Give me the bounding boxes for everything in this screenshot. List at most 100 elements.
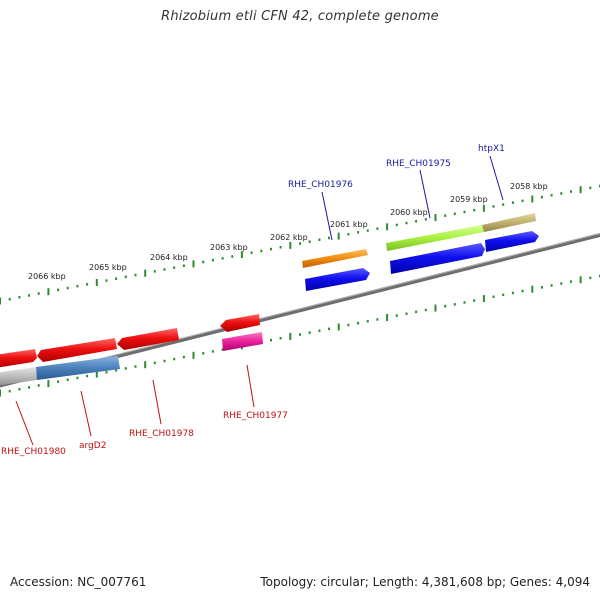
outer-track-major-tick [95, 279, 98, 286]
outer-track-minor-tick [37, 292, 40, 295]
gene-rhe-ch01976-arrow[interactable] [305, 268, 370, 291]
outer-track-minor-tick [76, 284, 79, 288]
outer-track-minor-tick [492, 205, 495, 208]
outer-track-minor-tick [86, 283, 89, 286]
gene-rhe-ch01976-feature[interactable] [302, 249, 368, 268]
gene-rhe-ch01975-arrow[interactable] [390, 243, 485, 274]
kbp-labels: 2066 kbp 2065 kbp 2064 kbp 2063 kbp 2062… [28, 182, 548, 281]
kbp-label-2059: 2059 kbp [450, 195, 488, 204]
gene-rhe-ch01980-arrow[interactable] [0, 349, 37, 368]
gene-label-rhe-ch01976[interactable]: RHE_CH01976 [288, 180, 353, 190]
inner-track-minor-tick [18, 388, 21, 391]
inner-track-minor-tick [211, 350, 214, 353]
outer-track-minor-tick [570, 190, 572, 193]
inner-track-minor-tick [473, 299, 476, 302]
leader-rhe-ch01980 [15, 400, 34, 446]
gene-rhe-ch01977-feature[interactable] [222, 332, 263, 351]
outer-track-minor-tick [279, 246, 282, 249]
label-leader-lines [15, 155, 504, 446]
inner-track-minor-tick [28, 386, 30, 389]
outer-track-minor-tick [502, 203, 505, 206]
outer-track-minor-tick [202, 260, 205, 264]
leader-rhe-ch01976 [321, 191, 333, 241]
outer-track-major-tick [386, 223, 389, 231]
gene-rhe-ch01980-feature[interactable] [0, 367, 37, 386]
outer-track-major-tick [482, 204, 485, 212]
inner-track-minor-tick [202, 352, 205, 355]
inner-track-major-tick [434, 304, 437, 312]
outer-track-minor-tick [328, 236, 330, 240]
gene-label-rhe-ch01978[interactable]: RHE_CH01978 [129, 429, 194, 439]
inner-track-minor-tick [308, 331, 311, 334]
inner-track-major-tick [337, 323, 340, 331]
inner-track-minor-tick [357, 321, 360, 325]
outer-track-minor-tick [115, 277, 118, 280]
outer-track-minor-tick [395, 223, 398, 227]
outer-track-minor-tick [405, 221, 408, 225]
inner-track-minor-tick [570, 280, 572, 283]
inner-track-minor-tick [37, 384, 40, 387]
gene-htpx1-arrow[interactable] [485, 231, 539, 252]
gene-labels: htpX1 RHE_CH01975 RHE_CH01976 RHE_CH0197… [1, 144, 505, 457]
outer-track-major-tick [192, 260, 195, 268]
outer-track-major-tick [144, 269, 147, 277]
genome-stats-text: Topology: circular; Length: 4,381,608 bp… [260, 575, 590, 589]
outer-track-minor-tick [473, 208, 476, 212]
outer-track-minor-tick [299, 242, 301, 245]
gene-label-rhe-ch01977[interactable]: RHE_CH01977 [223, 411, 288, 421]
outer-track-minor-tick [366, 229, 369, 232]
gene-htpx1-feature[interactable] [482, 213, 536, 232]
gene-rhe-ch01978-arrow[interactable] [117, 328, 179, 350]
inner-track-minor-tick [492, 295, 495, 298]
outer-track-minor-tick [415, 220, 418, 223]
outer-track-minor-tick [444, 214, 447, 217]
inner-track-major-tick [144, 361, 147, 369]
gene-argd2-feature[interactable] [36, 356, 120, 380]
kbp-label-2061: 2061 kbp [330, 220, 368, 229]
inner-track-minor-tick [424, 308, 427, 312]
gene-argd2-arrow[interactable] [37, 338, 117, 362]
inner-track-minor-tick [405, 312, 408, 315]
outer-track-minor-tick [153, 270, 156, 273]
kbp-label-2062: 2062 kbp [270, 233, 308, 242]
kbp-label-2066: 2066 kbp [28, 272, 66, 281]
kbp-label-2058: 2058 kbp [510, 182, 548, 191]
outer-track-minor-tick [57, 288, 60, 292]
reverse-strand-genes [0, 314, 263, 386]
gene-label-rhe-ch01975[interactable]: RHE_CH01975 [386, 159, 451, 169]
gene-label-argd2[interactable]: argD2 [79, 441, 106, 451]
gene-rhe-ch01977-arrow[interactable] [220, 314, 260, 332]
inner-track-minor-tick [153, 361, 156, 365]
outer-track-minor-tick [521, 199, 524, 203]
outer-track-minor-tick [66, 286, 69, 290]
inner-track-minor-tick [115, 369, 118, 372]
gene-label-htpx1[interactable]: htpX1 [478, 144, 505, 154]
outer-track-major-tick [240, 251, 243, 259]
gene-label-rhe-ch01980[interactable]: RHE_CH01980 [1, 447, 66, 457]
inner-track-minor-tick [511, 291, 514, 295]
outer-track-minor-tick [318, 238, 321, 241]
outer-track-minor-tick [260, 249, 263, 253]
inner-track-major-tick [47, 380, 50, 388]
leader-htpx1 [489, 155, 504, 201]
outer-track-major-tick [579, 186, 582, 194]
outer-track-minor-tick [221, 257, 224, 260]
outer-track-major-tick [434, 214, 437, 221]
inner-track-minor-tick [415, 310, 418, 314]
outer-track-minor-tick [376, 227, 379, 230]
outer-tick-track [0, 184, 600, 305]
inner-track-minor-tick [134, 365, 137, 368]
outer-track-minor-tick [163, 268, 166, 271]
leader-rhe-ch01977 [246, 364, 255, 408]
inner-tick-track [0, 274, 600, 397]
kbp-label-2060: 2060 kbp [390, 208, 428, 217]
inner-track-minor-tick [328, 327, 330, 331]
outer-track-minor-tick [134, 273, 137, 277]
inner-track-minor-tick [463, 301, 466, 304]
leader-rhe-ch01975 [419, 169, 431, 219]
gene-rhe-ch01975-feature[interactable] [386, 225, 484, 251]
outer-track-major-tick [0, 297, 1, 305]
outer-track-minor-tick [173, 266, 176, 269]
outer-track-minor-tick [182, 264, 185, 267]
